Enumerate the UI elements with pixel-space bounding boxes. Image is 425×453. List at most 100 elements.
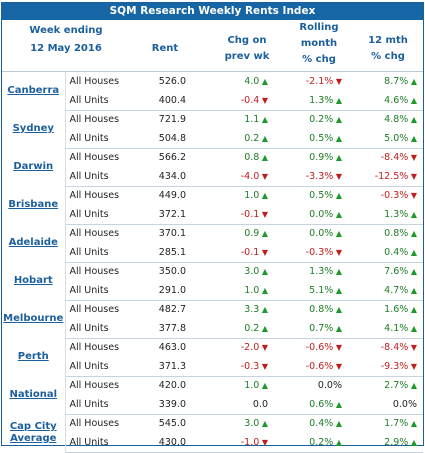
table-row: Hobart All Houses 350.0 3.01.3%7.6% [2, 262, 423, 300]
city-cell: Brisbane [2, 186, 66, 224]
city-link[interactable]: Brisbane [8, 199, 58, 211]
city-link[interactable]: Hobart [14, 275, 53, 287]
weekly-change: -0.4 [192, 91, 272, 111]
rent-value: 526.0 [158, 76, 186, 87]
city-cell: Cap City Average [2, 414, 66, 452]
annual-change: 5.0% [348, 129, 423, 149]
dwelling-type: All Units [65, 205, 137, 225]
city-link[interactable]: Melbourne [3, 313, 63, 325]
city-name: National [9, 389, 58, 400]
rolling-header-line2: month [300, 38, 338, 49]
weekly-change: -1.0 [192, 433, 272, 453]
rent-value: 370.1 [158, 228, 186, 240]
rent-value: 350.0 [158, 266, 186, 278]
rolling-header-line1: Rolling [299, 22, 339, 33]
rent-value: 371.3 [137, 357, 192, 377]
city-name: Cap City [9, 421, 57, 432]
dwelling-type: All Houses [69, 380, 120, 392]
city-link[interactable]: National [10, 389, 58, 401]
weekly-change: 0.9 [192, 224, 272, 243]
rent-value: 339.0 [137, 395, 192, 415]
table-row: Brisbane All Houses 449.0 1.00.5%-0.3% [2, 186, 423, 224]
dwelling-type: All Houses [69, 304, 120, 316]
weekly-change: 0.2 [192, 319, 272, 339]
annual-change: 8.7% [348, 72, 423, 91]
chg-header-line2: prev wk [224, 51, 270, 62]
weekly-change: -0.1 [192, 205, 272, 225]
dwelling-type: All Units [65, 167, 137, 187]
rolling-month-change: 0.4% [272, 414, 348, 433]
rent-value: 430.0 [137, 433, 192, 453]
city-link[interactable]: Darwin [13, 161, 53, 173]
rent-value: 482.7 [158, 304, 186, 316]
annual-change: 4.6% [348, 91, 423, 111]
city-link[interactable]: Sydney [13, 123, 54, 135]
table-row: Sydney All Houses 721.9 1.10.2%4.8% [2, 110, 423, 148]
dwelling-type: All Houses [69, 190, 120, 202]
weekly-change: 3.3 [192, 300, 272, 319]
annual-change: 1.3% [348, 205, 423, 225]
annual-change: -8.4% [348, 148, 423, 167]
weekly-change: 3.0 [192, 262, 272, 281]
table-row: Canberra All Houses 526.0 4.0-2.1%8.7% [2, 72, 423, 110]
table-row: Darwin All Houses 566.2 0.80.9%-8.4% [2, 148, 423, 186]
annual-change: -0.3% [348, 186, 423, 205]
city-link[interactable]: Cap City Average [10, 421, 57, 445]
dwelling-type: All Units [65, 395, 137, 415]
weekly-change: 1.0 [192, 186, 272, 205]
city-name: Perth [17, 351, 49, 362]
dwelling-type: All Houses [69, 266, 120, 278]
dwelling-type: All Houses [69, 114, 120, 126]
chg-header-line1: Chg on [227, 35, 267, 46]
table-row: Adelaide All Houses 370.1 0.90.0%0.8% [2, 224, 423, 262]
weekly-change: 0.2 [192, 129, 272, 149]
table-row: Melbourne All Houses 482.7 3.30.8%1.6% [2, 300, 423, 338]
rent-value: 420.0 [158, 380, 186, 392]
annual-change: -9.3% [348, 357, 423, 377]
rolling-month-change: 0.2% [272, 433, 348, 453]
city-name: Hobart [13, 275, 53, 286]
rent-value: 285.1 [137, 243, 192, 263]
city-link[interactable]: Perth [18, 351, 49, 363]
rent-value: 291.0 [137, 281, 192, 301]
rent-header: Rent [151, 43, 179, 54]
weekly-change: 0.0 [192, 395, 272, 415]
city-cell: Hobart [2, 262, 66, 300]
rolling-month-change: 5.1% [272, 281, 348, 301]
annual-change: 0.4% [348, 243, 423, 263]
city-cell: National [2, 376, 66, 414]
city-cell: Adelaide [2, 224, 66, 262]
table-row: Perth All Houses 463.0 -2.0-0.6%-8.4% [2, 338, 423, 376]
rent-value: 449.0 [158, 190, 186, 202]
dwelling-type: All Units [65, 281, 137, 301]
dwelling-type: All Units [65, 243, 137, 263]
annual-change: 2.9% [348, 433, 423, 453]
weekly-change: -0.3 [192, 357, 272, 377]
rolling-month-change: -0.6% [272, 338, 348, 357]
weekly-change: 4.0 [192, 72, 272, 91]
weekly-change: 1.0 [192, 281, 272, 301]
annual-change: 4.1% [348, 319, 423, 339]
annual-change: 4.8% [348, 110, 423, 129]
city-link[interactable]: Canberra [7, 85, 59, 97]
weekly-change: 1.1 [192, 110, 272, 129]
city-cell: Canberra [2, 72, 66, 110]
city-cell: Darwin [2, 148, 66, 186]
dwelling-type: All Units [65, 129, 137, 149]
week-ending-label: Week ending [29, 25, 103, 36]
city-name-line2: Average [10, 433, 57, 444]
city-link[interactable]: Adelaide [9, 237, 58, 249]
city-name: Canberra [7, 85, 60, 96]
city-cell: Melbourne [2, 300, 66, 338]
annual-change: 7.6% [348, 262, 423, 281]
rent-value: 400.4 [137, 91, 192, 111]
rolling-month-change: 0.8% [272, 300, 348, 319]
rent-value: 566.2 [158, 152, 186, 164]
